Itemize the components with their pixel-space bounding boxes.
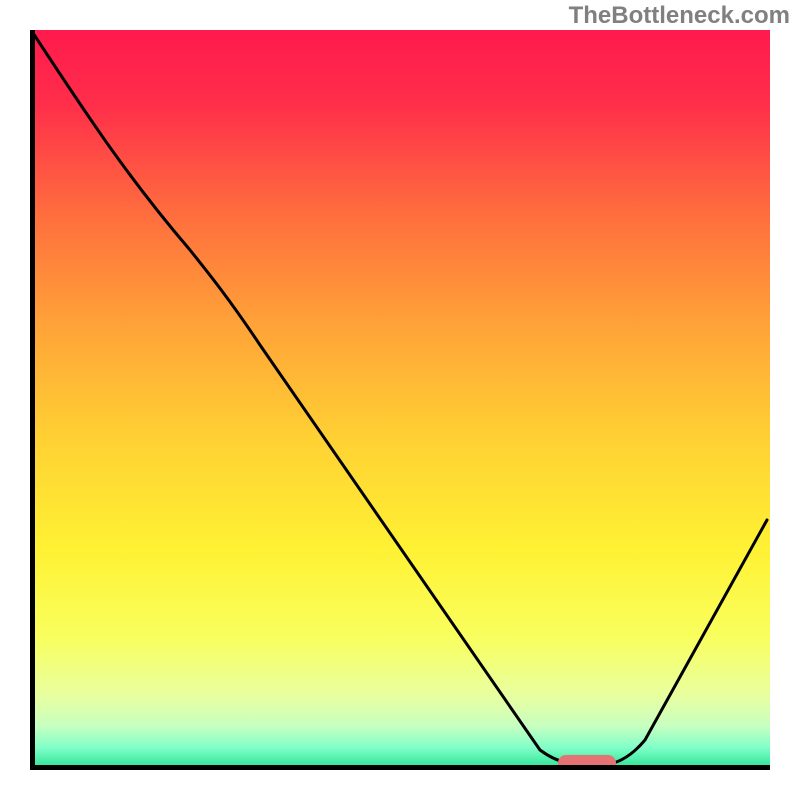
plot-area bbox=[30, 30, 770, 770]
gradient-background bbox=[30, 30, 770, 770]
watermark: TheBottleneck.com bbox=[569, 2, 790, 30]
chart-svg bbox=[30, 30, 770, 770]
chart-container: TheBottleneck.com bbox=[0, 0, 800, 800]
